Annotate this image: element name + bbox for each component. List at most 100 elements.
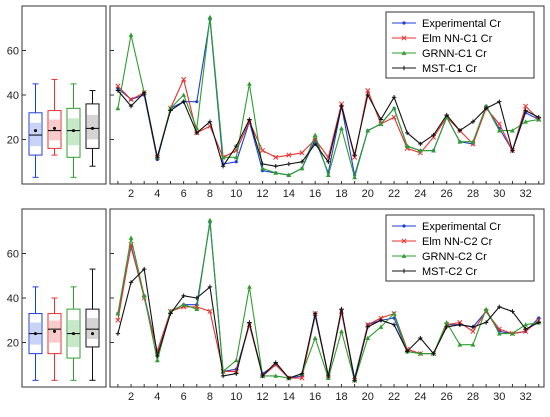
data-point [523, 108, 528, 113]
data-point [115, 311, 121, 316]
data-point [155, 155, 160, 160]
data-point [312, 311, 318, 316]
data-point [220, 369, 226, 374]
data-point [417, 148, 423, 153]
data-point [391, 311, 397, 316]
data-point [417, 351, 423, 356]
data-point [195, 100, 199, 104]
data-point [365, 335, 371, 340]
data-point [286, 375, 292, 381]
legend-marker [402, 21, 406, 25]
data-point [207, 217, 213, 223]
data-point [233, 154, 239, 160]
data-point [470, 119, 476, 124]
legend-marker [401, 65, 407, 71]
legend-label: Experimental Cr [422, 18, 501, 30]
data-point [352, 378, 357, 383]
x-tick-label: 12 [256, 391, 268, 403]
data-point [260, 148, 266, 154]
data-point [326, 373, 331, 379]
x-tick-label: 8 [207, 391, 213, 403]
data-point [444, 112, 449, 118]
y-tick-label: 60 [7, 249, 19, 261]
data-point [497, 304, 502, 310]
data-point [312, 335, 318, 340]
legend-bottom: Experimental Cr Elm NN-C2 Cr GRNN-C2 Cr MST… [385, 214, 535, 282]
boxplot-band [30, 122, 41, 147]
data-point [325, 172, 331, 178]
legend-label: Elm NN-C1 Cr [422, 33, 493, 45]
y-tick-label: 40 [7, 90, 19, 102]
data-point [365, 92, 370, 98]
data-point [378, 315, 384, 321]
x-tick-label: 24 [414, 188, 426, 200]
data-point [444, 324, 449, 330]
data-point [378, 117, 384, 122]
data-point [497, 99, 502, 104]
data-point [247, 117, 252, 122]
data-point [312, 132, 318, 137]
x-tick-label: 20 [362, 188, 374, 200]
boxplot-2 [47, 78, 62, 156]
x-tick-label: 16 [309, 391, 321, 403]
boxplot-3 [66, 286, 81, 381]
data-point [260, 166, 265, 171]
y-tick-label: 40 [7, 293, 19, 305]
data-point [141, 266, 147, 272]
data-point [418, 141, 423, 147]
legend-marker [401, 253, 407, 258]
legend-marker [401, 238, 407, 244]
series-3 [115, 14, 542, 180]
data-point [483, 306, 489, 312]
data-point [483, 320, 489, 325]
data-point [181, 293, 186, 298]
y-tick-label: 20 [7, 338, 19, 350]
boxplot-mean [91, 332, 94, 336]
data-point [391, 114, 397, 120]
data-point [431, 351, 436, 356]
legend-marker [401, 35, 407, 41]
data-point [207, 284, 213, 290]
data-point [168, 108, 173, 113]
boxplot-mean [34, 129, 37, 133]
legend-item-3: GRNN-C2 Cr [392, 251, 487, 263]
data-point [273, 164, 278, 169]
legend-item-3: GRNN-C1 Cr [392, 48, 487, 60]
data-point [286, 172, 292, 178]
data-point [510, 331, 515, 336]
data-point [115, 88, 121, 93]
data-point [194, 130, 199, 136]
data-point [352, 154, 358, 160]
data-point [115, 83, 121, 89]
data-point [378, 318, 384, 323]
data-point [391, 105, 397, 111]
data-point [273, 360, 278, 365]
x-tick-label: 14 [283, 188, 295, 200]
x-tick-label: 16 [309, 188, 321, 200]
x-tick-label: 28 [467, 391, 479, 403]
x-tick-label: 10 [230, 391, 242, 403]
data-point [233, 357, 239, 363]
data-point [326, 159, 331, 164]
data-point [141, 293, 147, 298]
boxplot-1 [28, 286, 43, 381]
data-point [181, 99, 186, 104]
data-point [365, 87, 371, 94]
x-tick-label: 4 [154, 188, 160, 200]
boxplot-4 [85, 90, 100, 167]
data-point [234, 371, 239, 376]
data-point [207, 308, 213, 314]
x-tick-label: 10 [230, 188, 242, 200]
legend-label: Elm NN-C2 Cr [422, 236, 493, 248]
legend-label: MST-C1 Cr [422, 63, 477, 75]
x-tick-label: 30 [493, 391, 505, 403]
legend-item-1: Experimental Cr [392, 18, 501, 30]
x-tick-label: 28 [467, 188, 479, 200]
boxplot-frame-top [21, 5, 107, 185]
boxplot-2 [47, 297, 62, 381]
data-point [168, 311, 173, 316]
legend-label: GRNN-C1 Cr [422, 48, 487, 60]
data-point [470, 342, 476, 347]
